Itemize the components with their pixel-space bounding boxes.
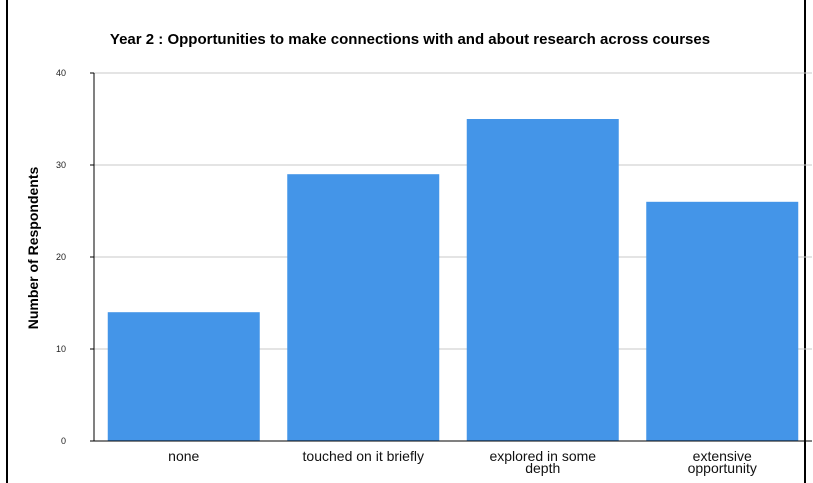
chart-title: Year 2 : Opportunities to make connectio… (110, 31, 710, 48)
y-tick-label: 20 (56, 252, 66, 262)
axes (90, 72, 812, 442)
y-axis-label: Number of Respondents (25, 167, 41, 330)
bar-extensive-opportunity (646, 201, 799, 441)
x-tick-label-line: none (168, 448, 199, 464)
chart-frame (6, 0, 806, 483)
x-tick-label: none (168, 448, 199, 464)
y-tick-label: 30 (56, 160, 66, 170)
bar-explored-in-some-depth (466, 119, 619, 441)
x-tick-label-line: explored in some (489, 448, 596, 464)
y-tick-label: 10 (56, 344, 66, 354)
x-tick-label-line: depth (525, 460, 560, 476)
bars (107, 119, 799, 441)
y-tick-label: 40 (56, 68, 66, 78)
x-tick-label-line: touched on it briefly (303, 448, 424, 464)
bar-touched-on-it-briefly (287, 174, 440, 441)
x-tick-label-line: extensive (693, 448, 752, 464)
bar-none (107, 312, 260, 441)
x-tick-label: extensive opportunity (688, 448, 757, 476)
x-tick-label: explored in some depth (489, 448, 596, 476)
tick-labels: 0 10 20 30 40 none touched on it briefly explor… (56, 68, 757, 476)
y-tick-label: 0 (61, 436, 66, 446)
x-tick-label-line: opportunity (688, 460, 757, 476)
x-tick-label: touched on it briefly (303, 448, 424, 464)
